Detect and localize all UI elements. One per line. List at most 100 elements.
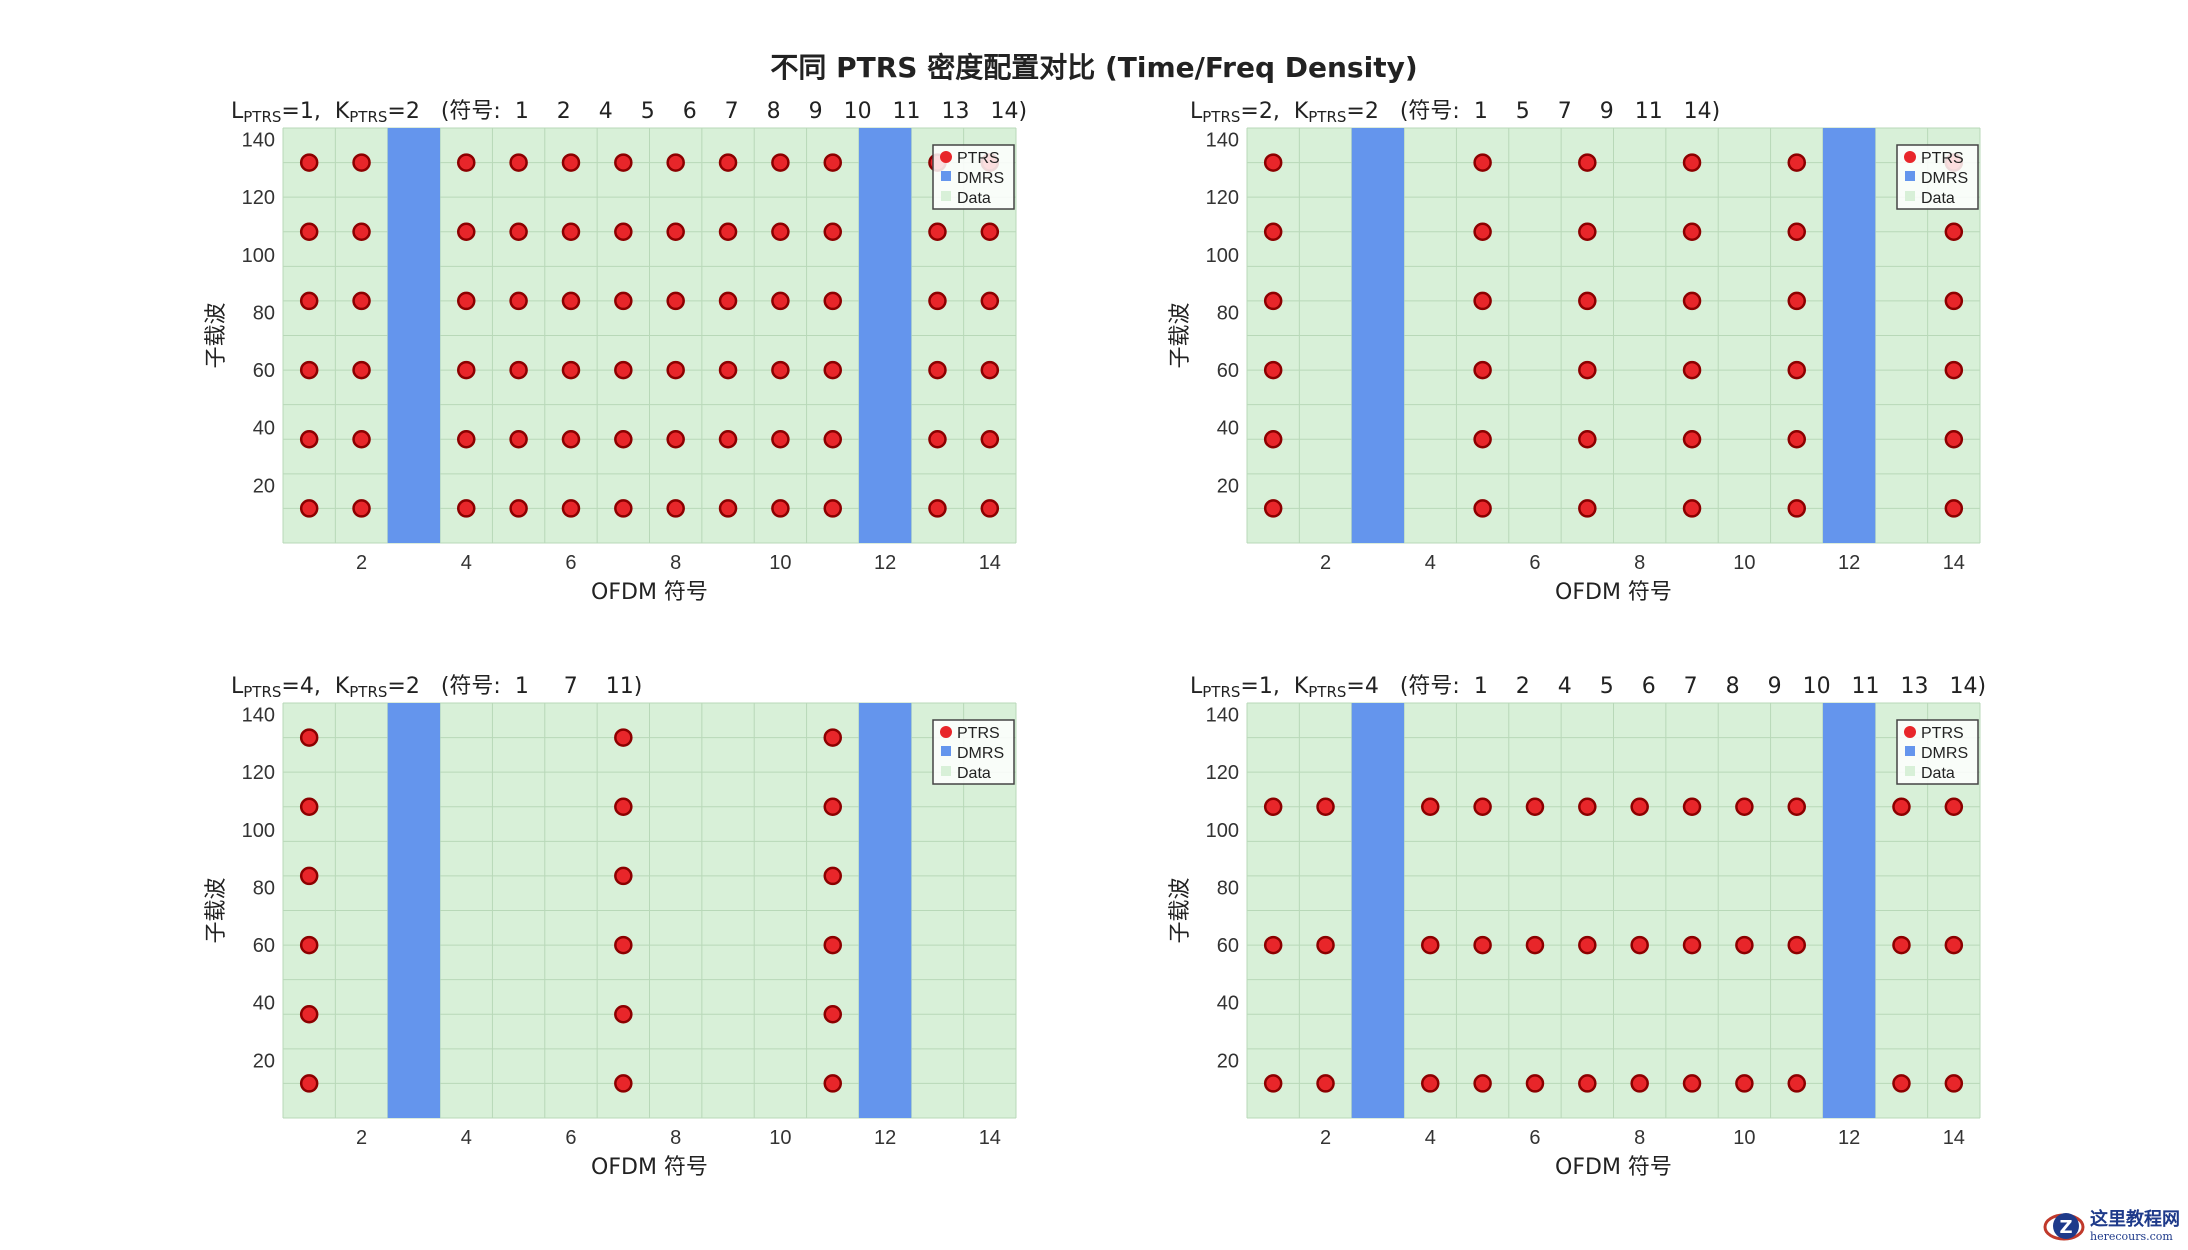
x-tick-label: 4 (461, 552, 472, 574)
ptrs-point (1263, 430, 1283, 449)
x-tick-label: 8 (1634, 1127, 1645, 1149)
y-tick-label: 40 (253, 993, 275, 1015)
ptrs-point (352, 153, 371, 172)
legend-dmrs-marker (941, 746, 951, 756)
ptrs-point (299, 1005, 319, 1024)
x-tick-label: 6 (1529, 1127, 1540, 1149)
legend-ptrs-marker (940, 151, 952, 163)
ptrs-point (457, 499, 476, 518)
ptrs-point (1316, 1074, 1335, 1093)
ptrs-point (771, 153, 790, 172)
ptrs-point (299, 499, 319, 518)
ptrs-point (1525, 797, 1545, 816)
ptrs-point (1263, 797, 1283, 816)
ptrs-point (1473, 291, 1492, 311)
legend: PTRS DMRS Data (932, 719, 1015, 785)
ptrs-point (1944, 499, 1964, 518)
ptrs-point (1473, 222, 1492, 241)
dmrs-column (858, 128, 912, 543)
ptrs-point (1787, 935, 1806, 955)
legend-data-marker (1905, 766, 1915, 776)
ptrs-point (718, 222, 738, 241)
ptrs-point (771, 499, 790, 518)
ptrs-point (1682, 797, 1702, 816)
ptrs-point (1316, 935, 1335, 955)
x-tick-label: 14 (1943, 552, 1965, 574)
dmrs-column (1822, 703, 1876, 1118)
ptrs-point (1473, 430, 1492, 449)
legend-label-data: Data (957, 190, 991, 207)
ptrs-point (666, 291, 685, 311)
ptrs-point (1578, 797, 1597, 816)
y-tick-label: 80 (1217, 302, 1239, 324)
title-subscript: PTRS (243, 108, 282, 126)
ptrs-point (509, 153, 528, 172)
y-axis-label: 子载波 (204, 877, 229, 943)
x-tick-label: 10 (1733, 552, 1755, 574)
x-tick-label: 6 (1529, 552, 1540, 574)
x-axis-label: OFDM 符号 (591, 1155, 708, 1180)
ptrs-point (299, 222, 319, 241)
x-tick-label: 14 (1943, 1127, 1965, 1149)
ptrs-point (1473, 797, 1492, 816)
ptrs-point (1525, 1074, 1545, 1093)
ptrs-point (1787, 499, 1806, 518)
ptrs-point (509, 360, 528, 380)
dmrs-column (1822, 128, 1876, 543)
ptrs-point (1892, 1074, 1911, 1093)
y-tick-label: 100 (1206, 245, 1239, 267)
ptrs-point (1787, 222, 1806, 241)
legend-label-data: Data (1921, 765, 1955, 782)
ptrs-point (509, 430, 528, 449)
ptrs-point (561, 222, 581, 241)
ptrs-point (1787, 1074, 1806, 1093)
ptrs-point (823, 728, 842, 747)
ptrs-point (666, 222, 685, 241)
ptrs-point (1944, 1074, 1964, 1093)
title-subscript: PTRS (1308, 108, 1347, 126)
dmrs-column (1351, 703, 1405, 1118)
legend-dmrs-marker (1905, 746, 1915, 756)
ptrs-point (1682, 430, 1702, 449)
ptrs-point (1578, 153, 1597, 172)
watermark-cn: 这里教程网 (2090, 1208, 2180, 1230)
ptrs-point (614, 291, 633, 311)
legend-label-dmrs: DMRS (957, 745, 1004, 762)
x-tick-label: 4 (1425, 1127, 1436, 1149)
y-tick-label: 140 (242, 130, 275, 152)
ptrs-point (299, 797, 319, 816)
ptrs-point (1578, 430, 1597, 449)
y-tick-label: 140 (242, 705, 275, 727)
subplot-3: 2 4 6 8 10 12 14 20 40 60 80 100 120 140 OFDM 符号 子载波 PTR… (204, 702, 1017, 1180)
y-tick-label: 20 (253, 475, 275, 497)
ptrs-point (980, 360, 1000, 380)
ptrs-point (1630, 1074, 1649, 1093)
title-text: L (1190, 99, 1203, 124)
ptrs-point (561, 499, 581, 518)
subplot-title: LPTRS=2, KPTRS=2 (符号: 1 5 7 9 11 14) (1190, 93, 1720, 126)
ptrs-point (928, 499, 947, 518)
y-tick-label: 120 (242, 187, 275, 209)
y-tick-label: 120 (242, 762, 275, 784)
subplot-title: LPTRS=4, KPTRS=2 (符号: 1 7 11) (231, 668, 642, 701)
title-text: =2, K (1240, 99, 1309, 124)
ptrs-point (1421, 1074, 1440, 1093)
x-axis-label: OFDM 符号 (591, 580, 708, 605)
ptrs-point (666, 360, 685, 380)
ptrs-point (1787, 291, 1806, 311)
ptrs-point (980, 430, 1000, 449)
ptrs-point (1787, 797, 1806, 816)
ptrs-point (823, 866, 842, 886)
y-tick-label: 40 (253, 418, 275, 440)
title-text: L (1190, 674, 1203, 699)
y-tick-label: 20 (253, 1050, 275, 1072)
ptrs-point (928, 360, 947, 380)
y-axis-label: 子载波 (1168, 877, 1193, 943)
legend-label-dmrs: DMRS (1921, 745, 1968, 762)
y-tick-label: 100 (242, 245, 275, 267)
ptrs-point (614, 222, 633, 241)
ptrs-point (614, 866, 633, 886)
legend-label-ptrs: PTRS (1921, 150, 1964, 167)
x-tick-label: 2 (1320, 1127, 1331, 1149)
